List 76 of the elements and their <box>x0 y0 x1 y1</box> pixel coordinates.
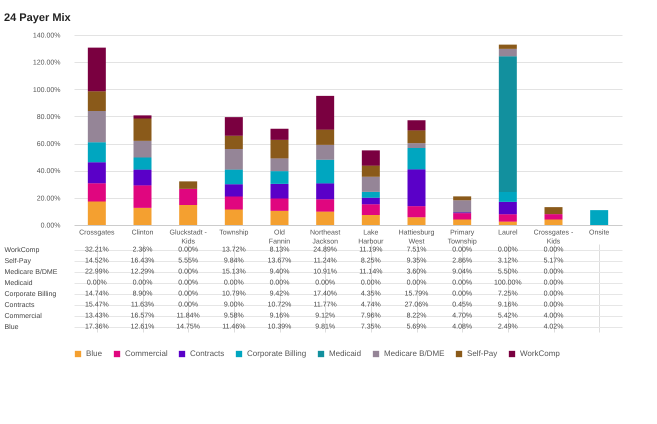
bar <box>270 128 288 140</box>
bar <box>408 130 426 144</box>
bar <box>408 206 426 218</box>
bar <box>179 204 198 225</box>
bar <box>453 200 472 212</box>
bar <box>316 130 334 145</box>
bar <box>316 199 334 212</box>
bar <box>134 115 152 119</box>
bar <box>316 183 334 200</box>
bar <box>88 48 106 92</box>
bar <box>362 198 380 204</box>
bar <box>224 170 243 184</box>
bar <box>88 91 106 112</box>
bar <box>498 56 517 192</box>
bar <box>224 184 243 196</box>
bar <box>453 213 472 220</box>
bar <box>134 140 152 158</box>
legend-label: Commercial <box>125 349 168 358</box>
bar <box>498 192 517 202</box>
bar <box>316 144 334 160</box>
bar <box>316 160 334 184</box>
bar <box>544 220 562 225</box>
bar <box>362 166 380 177</box>
bar <box>179 181 198 189</box>
bar <box>270 158 288 172</box>
chart-title: 24 Payer Mix <box>4 12 72 24</box>
bar <box>362 150 380 166</box>
bar <box>88 183 106 202</box>
bar <box>453 196 472 200</box>
legend-label: Medicaid <box>329 349 362 358</box>
bar <box>224 136 243 150</box>
bar <box>408 169 426 206</box>
bar <box>408 217 426 225</box>
bar <box>498 202 517 214</box>
bar <box>134 118 152 141</box>
bar <box>134 208 152 225</box>
bar <box>544 207 562 214</box>
bar <box>270 210 288 225</box>
bar <box>498 44 517 49</box>
bar <box>270 184 288 198</box>
bar <box>134 185 152 208</box>
bar <box>362 176 380 192</box>
legend-label: WorkComp <box>520 349 560 358</box>
bar <box>134 158 152 170</box>
bar <box>498 48 517 56</box>
bar <box>270 140 288 158</box>
bar <box>224 149 243 170</box>
legend-label: Self-Pay <box>467 349 498 358</box>
legend-label: Contracts <box>190 349 224 358</box>
bar <box>453 219 472 225</box>
bar <box>88 111 106 142</box>
bar <box>316 212 334 225</box>
bar <box>134 170 152 186</box>
bar <box>179 188 198 205</box>
legend-label: Corporate Billing <box>247 349 306 358</box>
bar <box>362 192 380 198</box>
bar <box>224 117 243 136</box>
bar <box>88 142 106 162</box>
bar <box>408 143 426 148</box>
legend-label: Medicare B/DME <box>384 349 444 358</box>
bar <box>270 171 288 184</box>
bar <box>88 162 106 184</box>
bar <box>270 198 288 211</box>
bar <box>498 222 517 225</box>
bar <box>408 148 426 170</box>
bar <box>362 204 380 216</box>
bar <box>544 214 562 220</box>
bar <box>224 209 243 225</box>
bar <box>590 210 608 225</box>
legend-label: Blue <box>86 349 103 358</box>
bar <box>224 196 243 210</box>
bar <box>316 96 334 130</box>
bar <box>408 120 426 130</box>
bar <box>362 215 380 225</box>
bar <box>498 214 517 222</box>
bar <box>88 201 106 225</box>
